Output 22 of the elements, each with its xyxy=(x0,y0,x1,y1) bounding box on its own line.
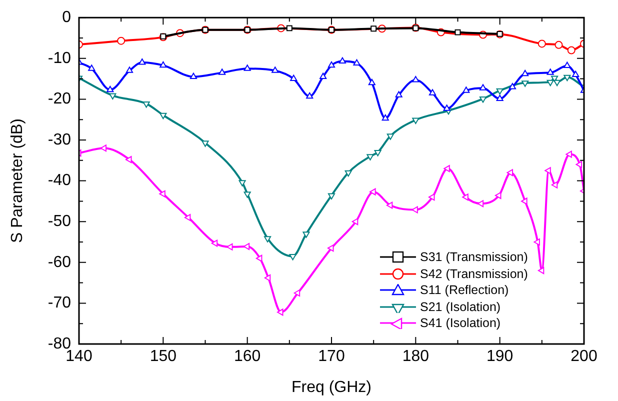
y-tick-label: -40 xyxy=(48,172,72,190)
y-tick-label: -30 xyxy=(48,131,72,148)
y-tick-label: -50 xyxy=(48,213,72,230)
legend-label: S31 (Transmission) xyxy=(420,249,528,266)
legend-label: S11 (Reflection) xyxy=(420,282,509,298)
legend-label: S42 (Transmission) xyxy=(420,266,528,282)
x-tick-label: 190 xyxy=(486,348,514,366)
x-tick-label: 180 xyxy=(402,348,430,366)
legend-label: S21 (Isolation) xyxy=(420,298,501,315)
x-tick-label: 150 xyxy=(150,348,177,366)
x-tick-label: 160 xyxy=(234,348,261,366)
y-axis-title: S Parameter (dB) xyxy=(9,118,26,244)
y-tick-label: 0 xyxy=(62,9,72,26)
legend-label: S41 (Isolation) xyxy=(420,315,501,332)
y-tick-label: -60 xyxy=(48,254,72,271)
x-tick-label: 170 xyxy=(318,348,345,366)
x-tick-label: 140 xyxy=(66,348,92,366)
y-tick-label: -70 xyxy=(48,294,72,312)
x-axis-title: Freq (GHz) xyxy=(292,378,372,396)
x-tick-label: 200 xyxy=(570,348,598,366)
y-tick-label: -20 xyxy=(48,90,72,108)
y-tick-label: -10 xyxy=(48,50,72,67)
